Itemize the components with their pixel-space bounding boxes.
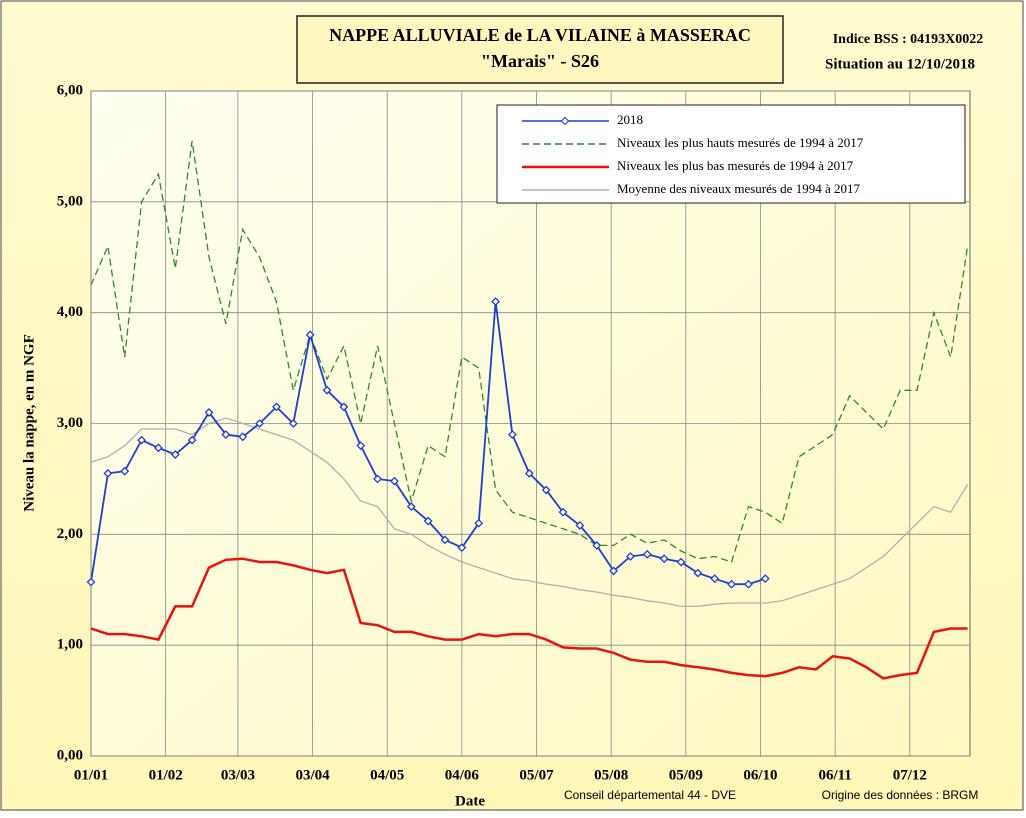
data-point [356,441,366,451]
data-point [255,419,264,428]
data-point [406,502,416,512]
y-tick-label: 5,00 [57,193,83,209]
data-point [238,432,248,442]
data-point [457,543,467,553]
data-point [642,549,652,559]
data-point [221,430,231,440]
x-tick-label: 01/02 [149,767,183,783]
y-axis-label: Niveau la nappe, en m NGF [21,334,37,512]
data-point [524,468,534,478]
data-point [187,435,197,445]
x-axis-label: Date [455,793,485,809]
y-tick-label: 2,00 [57,526,83,542]
y-tick-label: 6,00 [57,82,83,98]
data-point [744,579,753,589]
data-point [423,516,433,526]
data-point [727,579,737,589]
data-point [710,574,720,584]
x-tick-label: 04/05 [370,767,404,783]
title-box [296,15,784,84]
legend-marker [560,116,570,126]
data-point [305,330,315,340]
data-point [491,297,501,307]
data-point [659,554,669,564]
data-point [558,507,568,517]
x-tick-label: 05/08 [594,767,628,783]
chart-title: NAPPE ALLUVIALE de LA VILAINE à MASSERAC [329,25,751,45]
data-point [390,476,399,486]
x-tick-label: 03/03 [221,767,255,783]
data-point [592,540,602,550]
footer: Conseil départemental 44 - DVE [564,788,736,802]
legend-label: Niveaux les plus hauts mesurés de 1994 à… [617,135,864,150]
data-point [693,568,703,578]
legend-label: Niveaux les plus bas mesurés de 1994 à 2… [617,158,854,173]
data-point [373,474,382,484]
data-point [508,430,517,440]
data-point [204,407,214,417]
data-point [322,385,332,395]
x-tick-label: 06/11 [818,767,851,783]
x-tick-label: 04/06 [445,767,480,783]
data-point [272,402,281,412]
info: Situation au 12/10/2018 [825,56,975,72]
x-tick-label: 06/10 [743,767,777,783]
data-point [137,435,146,445]
x-tick-label: 03/04 [295,767,330,783]
data-point [120,466,130,476]
data-point [609,566,619,576]
footer: Origine des données : BRGM [822,788,979,802]
x-tick-label: 01/01 [74,767,108,783]
y-tick-label: 3,00 [57,415,83,431]
info: Indice BSS : 04193X0022 [833,32,984,47]
data-point [575,521,585,530]
data-point [626,552,635,561]
legend: 2018 Niveaux les plus hauts mesurés de 19… [496,104,966,204]
x-tick-label: 05/07 [519,767,554,783]
data-point [154,443,163,453]
data-point [103,468,113,478]
data-point [760,574,770,584]
y-tick-label: 1,00 [57,637,83,653]
data-point [541,485,551,495]
y-tick-label: 0,00 [57,747,83,763]
x-tick-label: 07/12 [893,767,927,783]
data-point [288,419,298,428]
y-tick-label: 4,00 [57,304,83,320]
x-tick-label: 05/09 [669,767,703,783]
data-point [339,402,349,412]
chart-subtitle: "Marais" - S26 [481,51,599,71]
series-line [90,417,969,608]
data-point [86,577,96,587]
data-point [474,518,484,528]
data-point [440,535,450,545]
data-point [676,557,686,567]
series-line [90,557,968,680]
series-line [90,140,969,563]
legend-label: Moyenne des niveaux mesurés de 1994 à 20… [617,181,860,196]
lines [86,140,969,680]
data-point [170,450,180,459]
legend-label: 2018 [617,112,643,127]
